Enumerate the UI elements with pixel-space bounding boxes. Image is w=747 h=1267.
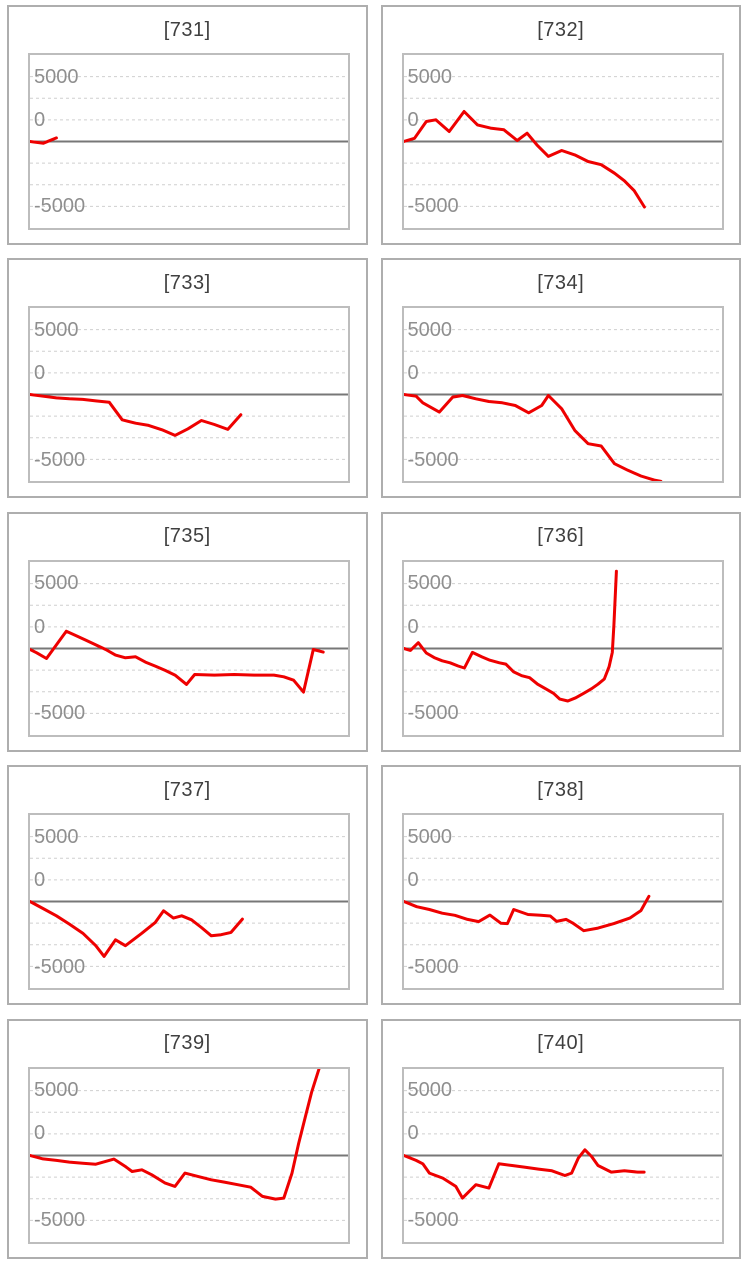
machine-chart-panel: [735] 5000 0 -5000 [7,511,368,752]
grid-cell: [737] 5000 0 -5000 [0,760,374,1013]
y-axis-label-minus5000: -5000 [407,195,459,218]
y-axis-label-minus5000: -5000 [407,955,459,978]
grid-cell: [740] 5000 0 -5000 [374,1014,747,1267]
y-axis-label-minus5000: -5000 [34,1208,86,1231]
y-axis-label-0: 0 [34,869,46,892]
machine-chart-panel: [737] 5000 0 -5000 [7,765,368,1006]
line-chart-svg [30,582,348,714]
y-axis-label-0: 0 [34,1122,46,1145]
machine-chart-panel: [738] 5000 0 -5000 [380,765,741,1006]
y-axis-label-minus5000: -5000 [34,702,86,725]
machine-chart-panel: [732] 5000 0 -5000 [380,5,741,245]
y-axis-label-5000: 5000 [407,65,453,88]
line-chart-svg [30,836,348,968]
chart-title: [733] [163,271,211,294]
chart-title-row: [732] [383,7,740,53]
chart-title-row: [740] [383,1021,740,1067]
y-axis-label-0: 0 [34,615,46,638]
grid-cell: [732] 5000 0 -5000 [374,0,747,253]
y-axis-label-5000: 5000 [34,65,79,88]
y-axis-label-0: 0 [407,108,419,131]
grid-cell: [734] 5000 0 -5000 [374,253,747,506]
plot-area: 5000 0 -5000 [401,306,724,484]
y-axis-label-5000: 5000 [407,825,453,848]
y-axis-label-5000: 5000 [407,1079,453,1102]
chart-title-row: [734] [383,260,740,306]
chart-title-row: [737] [9,767,366,813]
y-axis-label-5000: 5000 [34,825,79,848]
chart-title: [734] [537,271,585,294]
y-axis-label-5000: 5000 [34,319,79,342]
line-chart-svg [403,76,722,209]
grid-cell: [738] 5000 0 -5000 [374,760,747,1013]
line-chart-svg [403,1089,722,1221]
machine-chart-panel: [733] 5000 0 -5000 [7,258,368,499]
plot-area: 5000 0 -5000 [28,559,350,737]
plot-area: 5000 0 -5000 [401,813,724,991]
line-chart-svg [30,76,348,207]
machine-chart-panel: [736] 5000 0 -5000 [380,511,741,752]
machine-chart-panel: [740] 5000 0 -5000 [380,1018,741,1259]
grid-cell: [731] 5000 0 -5000 [0,0,374,253]
plot-area: 5000 0 -5000 [401,559,724,737]
y-axis-label-minus5000: -5000 [407,702,459,725]
chart-title: [735] [163,525,211,548]
plot-area: 5000 0 -5000 [401,1066,724,1244]
chart-title-row: [739] [9,1021,366,1067]
y-axis-label-minus5000: -5000 [34,195,86,218]
y-axis-label-0: 0 [407,362,419,385]
y-axis-label-minus5000: -5000 [407,448,459,471]
machine-chart-panel: [734] 5000 0 -5000 [380,258,741,499]
chart-title-row: [736] [383,514,740,560]
y-axis-label-0: 0 [407,869,419,892]
line-chart-svg [30,1068,348,1221]
chart-title-row: [735] [9,514,366,560]
plot-area: 5000 0 -5000 [28,1066,350,1244]
chart-title-row: [733] [9,260,366,306]
line-chart-svg [403,836,722,968]
y-axis-label-minus5000: -5000 [407,1208,459,1231]
y-axis-label-minus5000: -5000 [34,955,86,978]
y-axis-label-5000: 5000 [34,1079,79,1102]
chart-title: [740] [537,1032,585,1055]
chart-title-row: [731] [9,7,366,53]
chart-title: [739] [163,1032,211,1055]
chart-title: [738] [537,778,585,801]
y-axis-label-5000: 5000 [407,319,453,342]
plot-area: 5000 0 -5000 [28,53,350,230]
line-chart-svg [403,329,722,482]
machine-chart-panel: [739] 5000 0 -5000 [7,1018,368,1259]
grid-cell: [733] 5000 0 -5000 [0,253,374,506]
y-axis-label-0: 0 [34,108,46,131]
plot-area: 5000 0 -5000 [28,813,350,991]
line-chart-svg [30,329,348,461]
plot-area: 5000 0 -5000 [28,306,350,484]
line-chart-svg [403,569,722,714]
y-axis-label-5000: 5000 [407,572,453,595]
y-axis-label-0: 0 [407,615,419,638]
y-axis-label-0: 0 [34,362,46,385]
grid-cell: [736] 5000 0 -5000 [374,507,747,760]
chart-title: [737] [163,778,211,801]
grid-cell: [735] 5000 0 -5000 [0,507,374,760]
chart-title-row: [738] [383,767,740,813]
y-axis-label-0: 0 [407,1122,419,1145]
grid-cell: [739] 5000 0 -5000 [0,1014,374,1267]
machine-chart-panel: [731] 5000 0 -5000 [7,5,368,245]
y-axis-label-5000: 5000 [34,572,79,595]
chart-title: [732] [537,18,585,41]
chart-title: [736] [537,525,585,548]
chart-title: [731] [163,18,211,41]
plot-area: 5000 0 -5000 [401,53,724,230]
y-axis-label-minus5000: -5000 [34,448,86,471]
